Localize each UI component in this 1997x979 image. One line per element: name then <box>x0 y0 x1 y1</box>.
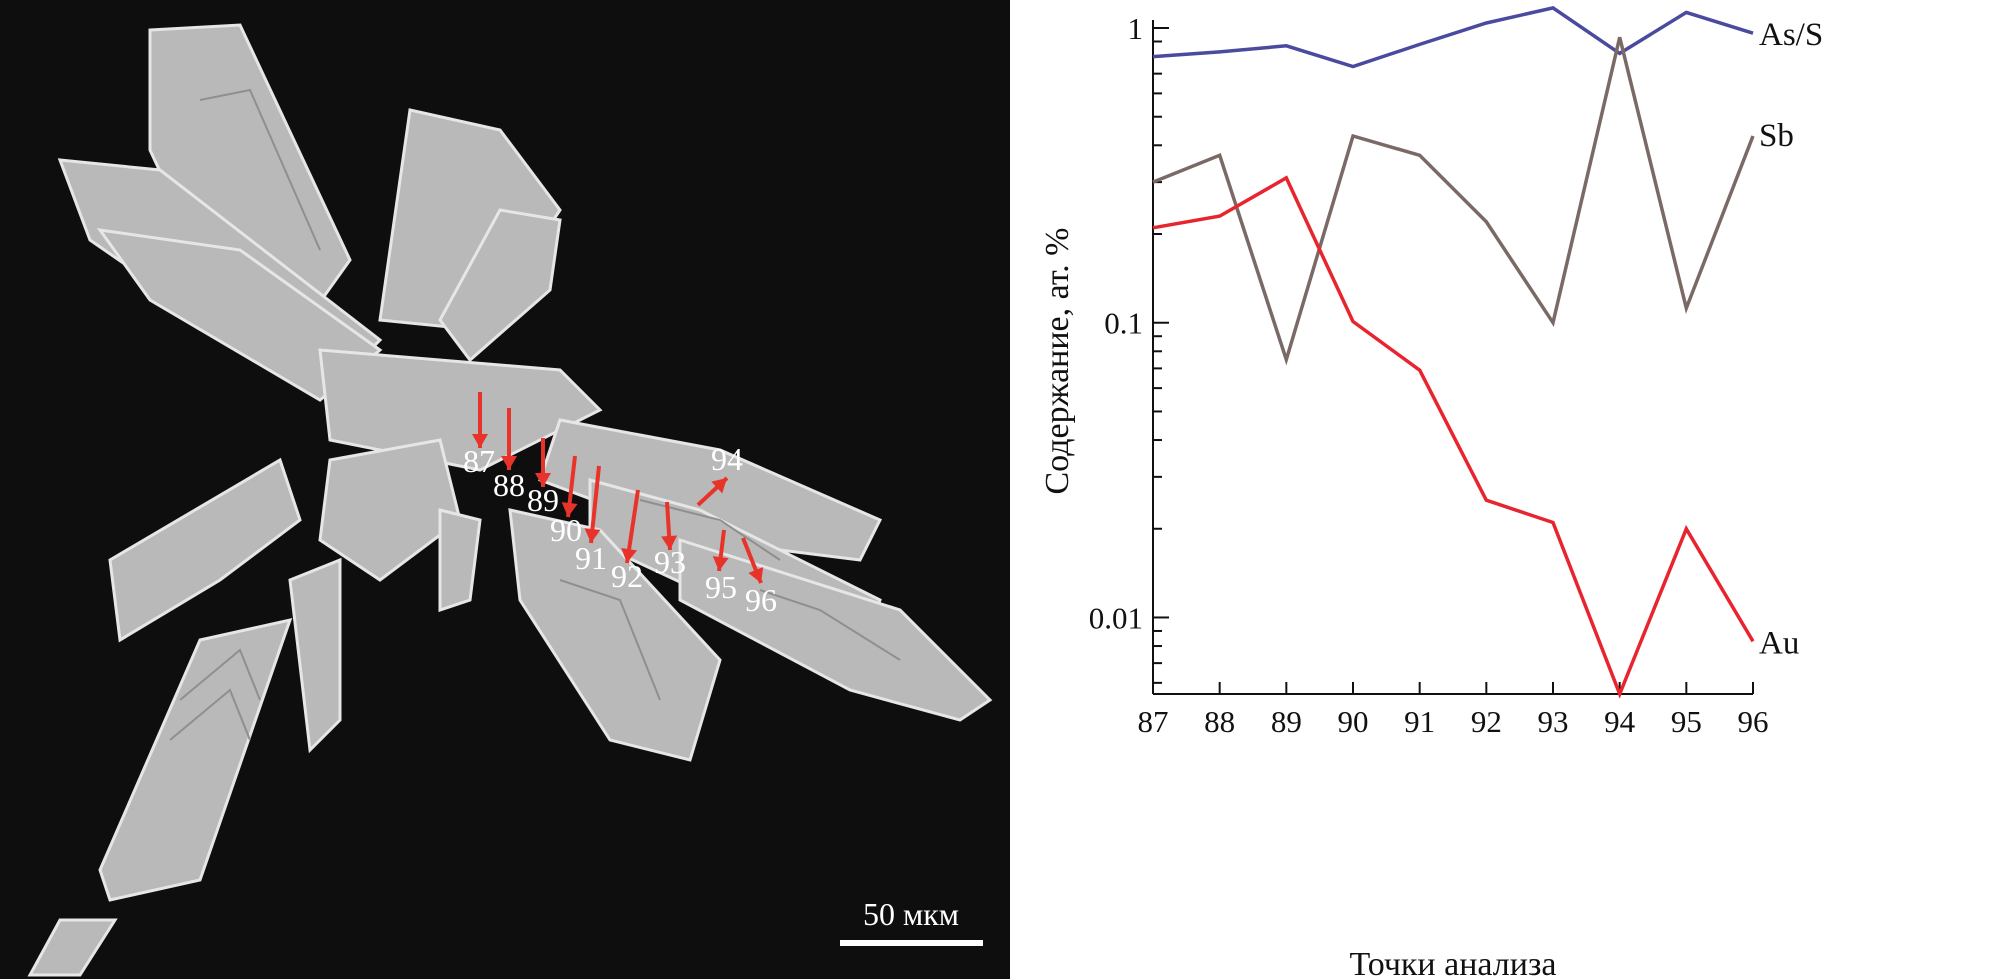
scale-bar-label: 50 мкм <box>863 896 959 932</box>
analysis-point-label-89: 89 <box>527 482 559 518</box>
analysis-point-label-90: 90 <box>550 512 582 548</box>
analysis-point-label-87: 87 <box>463 443 495 479</box>
analysis-point-label-96: 96 <box>745 582 777 618</box>
chart-axes: 0.01 0.1 1 87 88 89 90 91 92 93 94 95 96 <box>1089 11 1769 739</box>
chart-series <box>1152 6 1755 699</box>
series-label-au: Au <box>1759 625 1799 661</box>
series-label-sb: Sb <box>1759 118 1794 154</box>
zoning-line <box>179 648 261 701</box>
crystal <box>438 508 482 613</box>
analysis-point-label-94: 94 <box>711 441 743 477</box>
crystal-aggregate <box>27 23 993 977</box>
x-tick-label: 92 <box>1471 704 1502 739</box>
analysis-arrow-90 <box>561 455 578 518</box>
crystal-zoning <box>169 88 901 741</box>
crystal <box>98 617 293 902</box>
arrow-head <box>561 502 578 517</box>
analysis-arrow-87 <box>472 392 488 448</box>
x-axis-title: Точки анализа <box>1349 946 1556 979</box>
analysis-arrow-91 <box>584 465 601 544</box>
arrow-head <box>748 567 764 583</box>
analysis-arrow-96 <box>741 537 764 584</box>
y-axis-title: Содержание, ат. % <box>1039 228 1076 495</box>
arrow-head <box>621 547 637 563</box>
zoning-line <box>169 688 251 741</box>
series-line-sb <box>1152 36 1755 366</box>
analysis-arrow-93 <box>661 501 678 551</box>
y-tick-label: 0.01 <box>1089 600 1143 635</box>
arrow-head <box>535 473 551 487</box>
analysis-arrow-95 <box>712 529 729 572</box>
zoning-line <box>199 88 321 251</box>
arrow-head <box>472 434 488 448</box>
series-label-as-s: As/S <box>1759 17 1823 53</box>
y-tick-label: 0.1 <box>1104 306 1143 341</box>
crystal <box>27 918 118 977</box>
chart-series-labels: As/S Sb Au <box>1759 17 1823 661</box>
zoning-line <box>559 579 661 701</box>
x-tick-label: 88 <box>1204 704 1235 739</box>
y-tick-label: 1 <box>1128 11 1144 46</box>
arrow-head <box>584 528 601 543</box>
x-tick-label: 90 <box>1338 704 1369 739</box>
x-tick-label: 96 <box>1738 704 1769 739</box>
x-tick-label: 93 <box>1538 704 1569 739</box>
crystal <box>438 208 562 363</box>
x-tick-label: 91 <box>1404 704 1435 739</box>
crystal <box>288 557 342 754</box>
zoning-line <box>759 589 901 661</box>
arrow-head <box>501 456 517 470</box>
analysis-arrow-92 <box>621 489 640 564</box>
crystal <box>318 348 603 472</box>
x-tick-label: 95 <box>1671 704 1702 739</box>
line-chart: 0.01 0.1 1 87 88 89 90 91 92 93 94 95 96 As/S Sb Au Со… <box>1039 6 1823 979</box>
series-line-as-s <box>1152 6 1754 69</box>
analysis-point-label-88: 88 <box>493 467 525 503</box>
x-tick-label: 87 <box>1138 704 1169 739</box>
arrow-head <box>712 556 729 571</box>
arrow-head <box>711 478 727 494</box>
x-tick-label: 89 <box>1271 704 1302 739</box>
x-tick-label: 94 <box>1604 704 1636 739</box>
crystal <box>318 438 462 582</box>
analysis-point-label-92: 92 <box>611 558 643 594</box>
series-line-au <box>1152 175 1755 699</box>
crystal <box>678 537 993 722</box>
analysis-point-arrows <box>472 392 764 584</box>
analysis-arrow-89 <box>535 438 551 487</box>
crystal <box>108 457 302 643</box>
analysis-point-label-93: 93 <box>654 544 686 580</box>
analysis-arrow-94 <box>696 476 729 507</box>
analysis-point-label-91: 91 <box>575 540 607 576</box>
arrow-head <box>661 535 678 550</box>
analysis-arrow-88 <box>501 408 517 470</box>
analysis-point-label-95: 95 <box>705 569 737 605</box>
